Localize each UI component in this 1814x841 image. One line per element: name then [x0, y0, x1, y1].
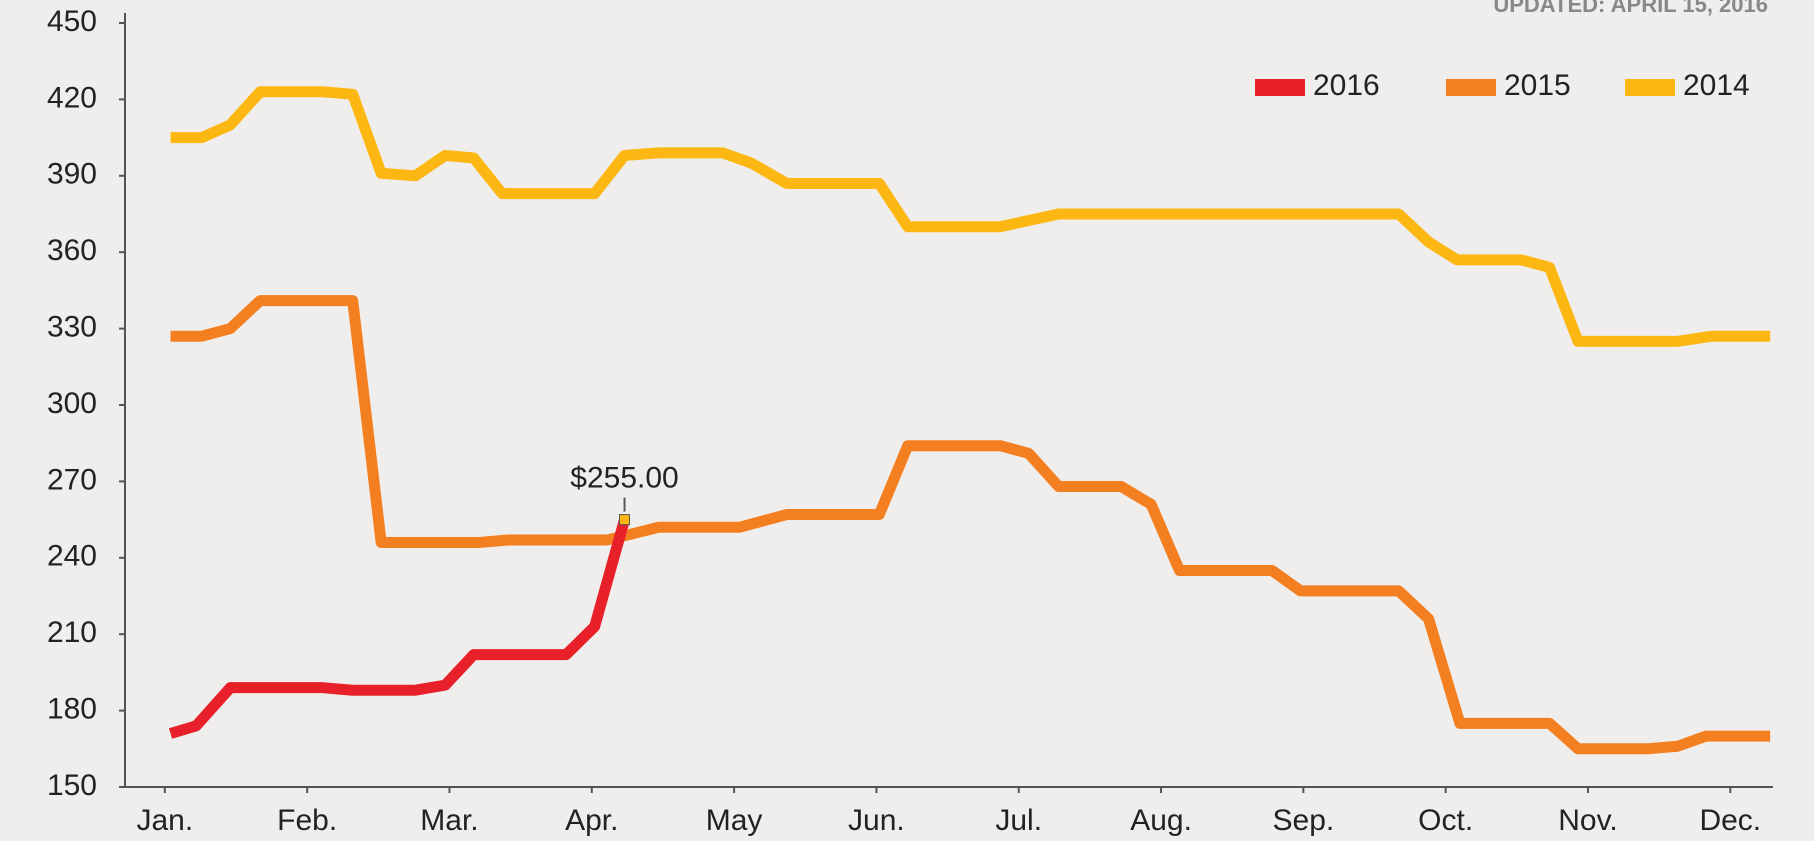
x-tick-label: Feb. [277, 804, 337, 837]
y-tick-label: 300 [47, 387, 97, 420]
y-tick-label: 330 [47, 311, 97, 344]
y-tick-label: 240 [47, 540, 97, 573]
y-tick-label: 210 [47, 616, 97, 649]
point-marker [619, 514, 631, 526]
x-tick-label: Oct. [1418, 804, 1473, 837]
x-tick-label: May [706, 804, 763, 837]
y-tick-label: 150 [47, 769, 97, 802]
y-tick-label: 450 [47, 5, 97, 38]
y-tick-label: 360 [47, 234, 97, 267]
legend-swatch [1255, 79, 1305, 96]
series-line [170, 295, 1771, 755]
x-tick-label: Nov. [1558, 804, 1617, 837]
x-tick-label: Dec. [1699, 804, 1761, 837]
legend-label: 2015 [1504, 69, 1571, 102]
legend-swatch [1625, 79, 1675, 96]
x-tick-label: Mar. [420, 804, 478, 837]
legend-swatch [1446, 79, 1496, 96]
legend-label: 2014 [1683, 69, 1750, 102]
x-tick-label: Aug. [1130, 804, 1192, 837]
y-tick-label: 270 [47, 463, 97, 496]
y-tick-label: 420 [47, 81, 97, 114]
series-line [170, 86, 1771, 347]
legend-label: 2016 [1313, 69, 1380, 102]
series-line [168, 518, 630, 739]
y-tick-label: 390 [47, 158, 97, 191]
x-tick-label: Sep. [1273, 804, 1335, 837]
x-tick-label: Jan. [136, 804, 193, 837]
x-tick-label: Jul. [995, 804, 1042, 837]
x-tick-label: Apr. [565, 804, 618, 837]
chart-subtitle: UPDATED: APRIL 15, 2016 [1493, 0, 1768, 17]
data-label: $255.00 [570, 462, 678, 495]
y-tick-label: 180 [47, 693, 97, 726]
x-tick-label: Jun. [848, 804, 905, 837]
